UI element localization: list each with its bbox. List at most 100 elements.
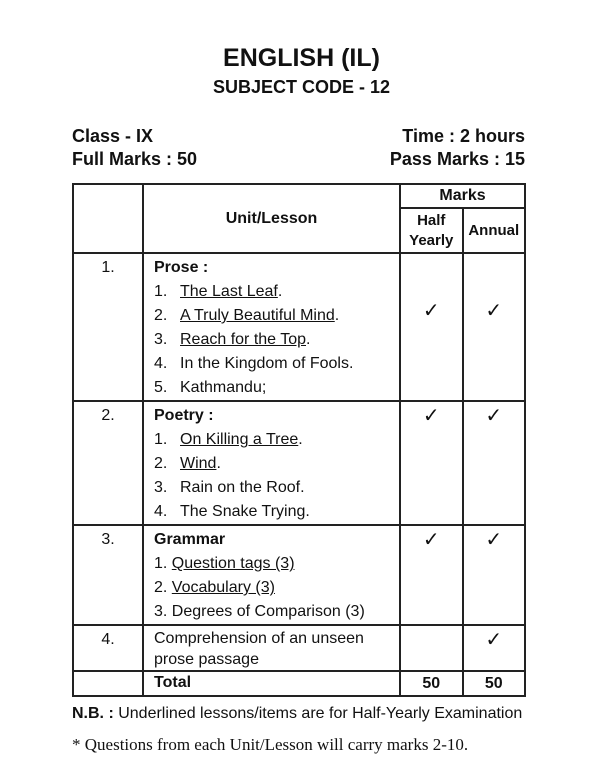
lesson-number: 3. — [154, 603, 168, 620]
annual-mark-cell: ✓ — [461, 400, 526, 526]
lesson-item: 4. The Snake Trying. — [154, 500, 399, 524]
lesson-number: 3. — [154, 479, 168, 496]
lesson-title: Rain on the Roof. — [180, 479, 305, 496]
annual-mark-cell: ✓ — [461, 524, 526, 626]
lesson-suffix: . — [334, 307, 340, 324]
content-flow: Unit/Lesson Marks Half Yearly Annual 1. P… — [72, 183, 532, 755]
lesson-suffix: . — [277, 283, 283, 300]
unit-lesson-cell: Poetry : 1. On Killing a Tree. 2. Wind. 3. Rai… — [142, 400, 401, 526]
total-sn — [72, 670, 144, 697]
lesson-item: 1. On Killing a Tree. — [154, 428, 399, 452]
annual-mark-cell: ✓ — [461, 624, 526, 672]
lesson-item: 2. Wind. — [154, 452, 399, 476]
lesson-number: 2. — [154, 307, 168, 324]
table-row: 2. Poetry : 1. On Killing a Tree. 2. Wind. 3. R… — [72, 400, 526, 526]
unit-lesson-cell: Grammar 1. Question tags (3) 2. Vocabulary… — [142, 524, 401, 626]
lesson-item: 2. A Truly Beautiful Mind. — [154, 304, 399, 328]
total-annual: 50 — [461, 670, 526, 697]
lesson-suffix: . — [216, 455, 221, 472]
check-icon: ✓ — [422, 300, 440, 322]
subject-code: SUBJECT CODE - 12 — [212, 77, 391, 97]
unit-lesson-header: Unit/Lesson — [142, 183, 401, 254]
check-icon: ✓ — [422, 529, 440, 551]
unit-heading: Grammar — [154, 531, 226, 548]
serial-number: 1. — [72, 252, 144, 402]
total-row: Total 50 50 — [72, 670, 526, 697]
lesson-item: 4. In the Kingdom of Fools. — [154, 352, 399, 376]
annual-header: Annual — [461, 207, 526, 254]
class-label: Class - IX — [72, 126, 154, 146]
serial-text: 1. — [101, 259, 115, 276]
total-half: 50 — [399, 670, 464, 697]
lesson-title: A Truly Beautiful Mind — [180, 307, 335, 324]
half-mark-cell — [399, 624, 464, 672]
syllabus-table: Unit/Lesson Marks Half Yearly Annual 1. P… — [72, 183, 526, 697]
half-mark-cell: ✓ — [399, 400, 464, 526]
pass-marks-label: Pass Marks : 15 — [389, 149, 525, 169]
lesson-item: 1. The Last Leaf. — [154, 280, 399, 304]
nb-text: Underlined lessons/items are for Half-Ye… — [113, 705, 523, 722]
serial-text: 2. — [101, 407, 115, 424]
total-label: Total — [154, 674, 192, 691]
lesson-number: 1. — [154, 431, 168, 448]
lesson-title: The Snake Trying. — [180, 503, 310, 520]
lesson-title: Question tags (3) — [171, 555, 295, 572]
unit-text: Comprehension of an unseen prose passage — [154, 630, 364, 668]
unit-lesson-cell: Comprehension of an unseen prose passage — [142, 624, 401, 672]
sn-header — [72, 183, 144, 254]
annual-mark-cell: ✓ — [461, 252, 526, 402]
lesson-number: 5. — [154, 379, 168, 396]
marks-header: Marks — [399, 183, 526, 209]
unit-content: Poetry : 1. On Killing a Tree. 2. Wind. 3. Rai… — [144, 402, 399, 524]
unit-heading: Prose : — [154, 259, 209, 276]
lesson-title: Kathmandu; — [180, 379, 267, 396]
check-icon: ✓ — [485, 529, 503, 551]
lesson-item: 5. Kathmandu; — [154, 376, 399, 400]
lesson-number: 3. — [154, 331, 168, 348]
lesson-title: Vocabulary (3) — [171, 579, 275, 596]
document-title: ENGLISH (IL) — [223, 44, 380, 72]
unit-heading: Poetry : — [154, 407, 214, 424]
unit-content: Grammar 1. Question tags (3) 2. Vocabulary… — [144, 526, 399, 624]
lesson-number: 1. — [154, 555, 168, 572]
full-marks-label: Full Marks : 50 — [72, 149, 198, 169]
half-mark-cell: ✓ — [399, 524, 464, 626]
lesson-title: Wind — [180, 455, 217, 472]
half-mark-cell: ✓ — [399, 252, 464, 402]
half-yearly-header: Half Yearly — [399, 207, 464, 254]
time-label: Time : 2 hours — [402, 126, 525, 146]
unit-content: Prose : 1. The Last Leaf. 2. A Truly Beautif… — [144, 254, 399, 400]
footnote: * Questions from each Unit/Lesson will c… — [72, 735, 469, 754]
serial-number: 4. — [72, 624, 144, 672]
table-row: 1. Prose : 1. The Last Leaf. 2. A Truly Beaut… — [72, 252, 526, 402]
check-icon: ✓ — [485, 405, 503, 427]
check-icon: ✓ — [422, 405, 440, 427]
nb-label: N.B. : — [72, 705, 114, 722]
serial-number: 3. — [72, 524, 144, 626]
serial-text: 3. — [101, 531, 115, 548]
lesson-item: 3. Reach for the Top. — [154, 328, 399, 352]
lesson-number: 1. — [154, 283, 168, 300]
check-icon: ✓ — [485, 300, 503, 322]
lesson-suffix: . — [306, 331, 311, 348]
lesson-item: 1. Question tags (3) — [154, 552, 399, 576]
table-row: 3. Grammar 1. Question tags (3) 2. Vocabula… — [72, 524, 526, 626]
serial-text: 4. — [101, 631, 115, 648]
lesson-title: In the Kingdom of Fools. — [180, 355, 354, 372]
unit-lesson-cell: Prose : 1. The Last Leaf. 2. A Truly Beautif… — [142, 252, 401, 402]
lesson-item: 3. Degrees of Comparison (3) — [154, 600, 399, 624]
table-row: 4. Comprehension of an unseen prose passa… — [72, 624, 526, 672]
lesson-number: 4. — [154, 503, 168, 520]
lesson-item: 3. Rain on the Roof. — [154, 476, 399, 500]
lesson-title: On Killing a Tree — [180, 431, 299, 448]
total-label-cell: Total — [142, 670, 401, 697]
lesson-title: The Last Leaf — [180, 283, 278, 300]
lesson-title: Reach for the Top — [180, 331, 307, 348]
lesson-item: 2. Vocabulary (3) — [154, 576, 399, 600]
check-icon: ✓ — [485, 629, 503, 651]
serial-number: 2. — [72, 400, 144, 526]
lesson-number: 4. — [154, 355, 168, 372]
lesson-suffix: . — [298, 431, 303, 448]
unit-content: Comprehension of an unseen prose passage — [144, 626, 399, 670]
lesson-number: 2. — [154, 455, 168, 472]
